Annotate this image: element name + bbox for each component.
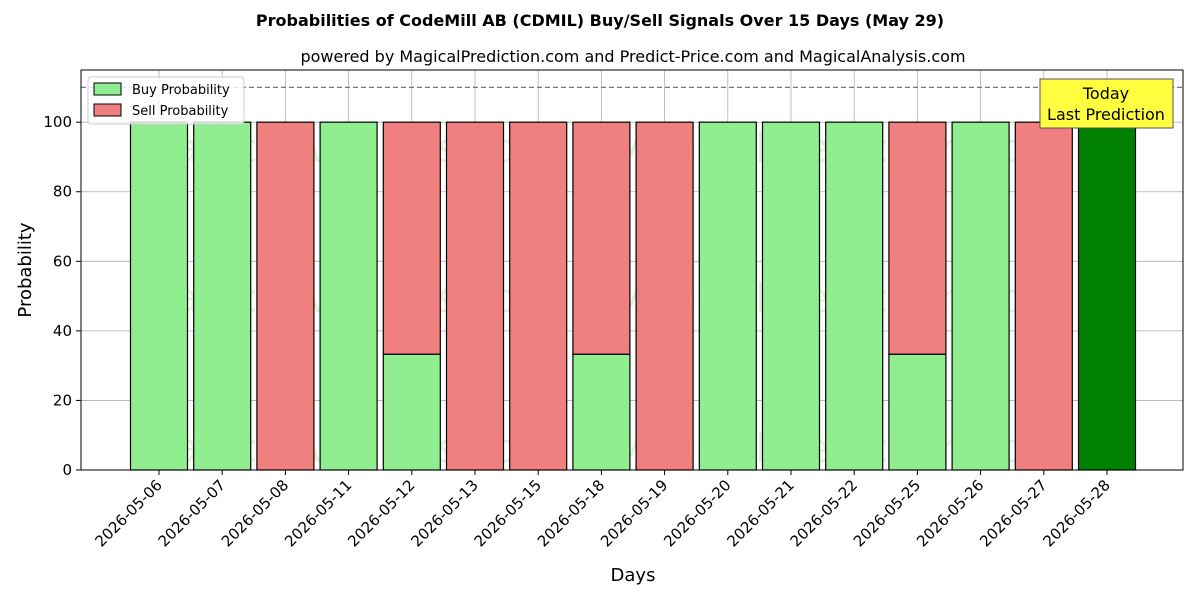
x-tick-label-2026-05-22: 2026-05-22 [787,476,861,550]
bar-sell-2026-05-13 [445,121,505,471]
y-tick-label-40: 40 [53,322,72,340]
x-axis: 2026-05-062026-05-072026-05-082026-05-11… [91,470,1114,550]
legend-label-sell: Sell Probability [132,104,229,119]
bar-sell-2026-05-27 [1014,121,1073,471]
bar-buy-2026-05-18 [572,353,631,471]
x-tick-label-2026-05-21: 2026-05-21 [723,476,797,550]
bar-sell-2026-05-19 [635,121,694,471]
y-tick-label-0: 0 [62,461,72,479]
x-tick-label-2026-05-13: 2026-05-13 [407,476,481,550]
x-tick-label-2026-05-25: 2026-05-25 [850,476,924,550]
bars-layer [129,121,1137,471]
bar-buy-2026-05-22 [825,121,884,471]
x-tick-label-2026-05-27: 2026-05-27 [976,476,1050,550]
x-tick-label-2026-05-19: 2026-05-19 [597,476,671,550]
x-tick-label-2026-05-18: 2026-05-18 [534,476,608,550]
chart-title: Probabilities of CodeMill AB (CDMIL) Buy… [256,11,944,30]
legend: Buy Probability Sell Probability [87,76,245,125]
annotation-line-2: Last Prediction [1047,105,1165,124]
legend-swatch-sell [93,103,122,117]
x-tick-label-2026-05-15: 2026-05-15 [471,476,545,550]
bar-sell-2026-05-08 [256,121,315,471]
x-tick-label-2026-05-28: 2026-05-28 [1039,476,1113,550]
x-tick-label-2026-05-08: 2026-05-08 [218,476,292,550]
bar-buy-2026-05-06 [129,121,189,471]
x-tick-label-2026-05-06: 2026-05-06 [91,476,165,550]
bar-buy-2026-05-28 [1077,121,1137,471]
legend-box [87,76,245,125]
bar-buy-2026-05-11 [319,121,378,471]
bar-sell-2026-05-25 [888,121,947,355]
legend-label-buy: Buy Probability [132,83,230,98]
x-axis-label: Days [611,565,656,586]
bar-sell-2026-05-15 [509,121,568,471]
x-tick-label-2026-05-11: 2026-05-11 [281,476,355,550]
bar-buy-2026-05-20 [698,121,757,471]
y-tick-label-20: 20 [53,391,72,409]
x-tick-label-2026-05-12: 2026-05-12 [344,476,418,550]
bar-buy-2026-05-21 [761,121,821,471]
x-tick-label-2026-05-20: 2026-05-20 [660,476,734,550]
bar-buy-2026-05-26 [951,121,1010,471]
bar-buy-2026-05-12 [382,353,441,471]
legend-swatch-buy [93,82,122,96]
y-axis: 0 20 40 60 80 100 [43,113,81,479]
chart-subtitle: powered by MagicalPrediction.com and Pre… [300,47,965,66]
x-tick-label-2026-05-26: 2026-05-26 [913,476,987,550]
x-tick-label-2026-05-07: 2026-05-07 [155,476,229,550]
bar-sell-2026-05-18 [572,121,631,355]
annotation-box [1039,78,1174,129]
bar-buy-2026-05-25 [888,353,947,471]
y-tick-label-80: 80 [53,183,72,201]
bar-sell-2026-05-12 [382,121,441,355]
y-axis-label: Probability [15,222,36,317]
y-tick-label-100: 100 [43,113,72,131]
y-tick-label-60: 60 [53,252,72,270]
annotation-line-1: Today [1082,84,1129,103]
plot-frame [80,69,1184,471]
today-annotation: Today Last Prediction [1039,78,1174,129]
bar-buy-2026-05-07 [193,121,252,471]
